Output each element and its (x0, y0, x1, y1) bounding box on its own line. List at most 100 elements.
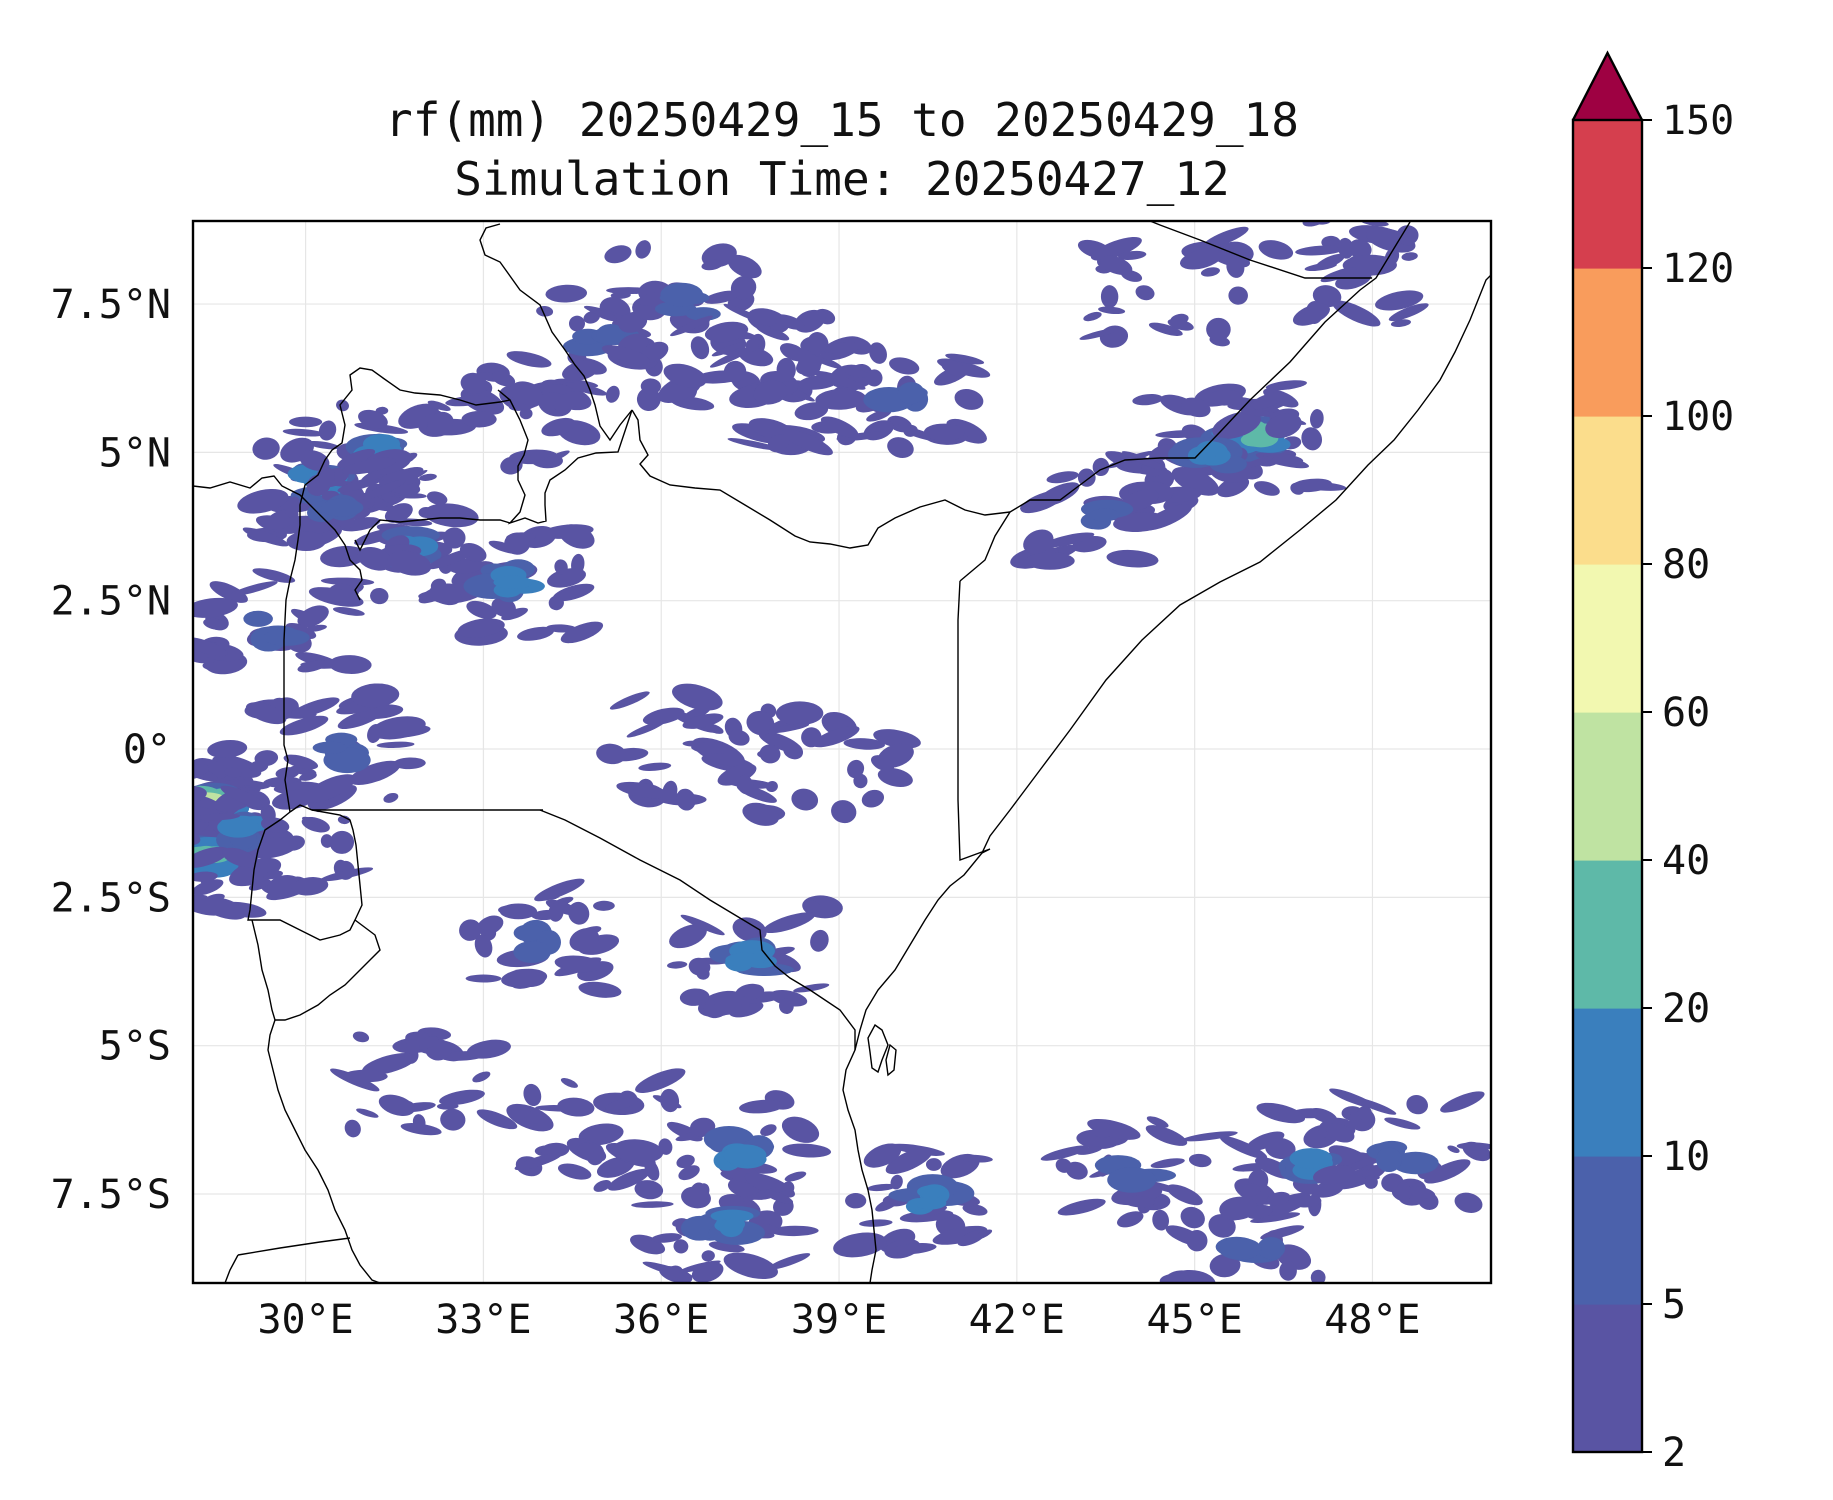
rain-blob (290, 697, 340, 718)
rain-blob (1357, 1105, 1372, 1121)
colorbar-swatch (1573, 860, 1642, 1009)
rain-blob (344, 1119, 361, 1138)
border-tanzania-drc-lake (251, 919, 381, 1283)
rain-blob (565, 382, 608, 396)
rain-blob (304, 774, 356, 803)
rain-blob (1390, 319, 1411, 328)
rain-blob (506, 351, 552, 368)
rain-blob (552, 583, 595, 602)
rain-blob (843, 738, 886, 750)
rain-blob (1172, 1269, 1216, 1283)
rain-blob (1209, 1253, 1241, 1278)
border-zambia-drc (224, 1254, 239, 1283)
rain-core (1257, 1237, 1286, 1260)
colorbar-swatch (1573, 1304, 1642, 1453)
colorbar-tick-label: 120 (1662, 246, 1734, 292)
rain-blob (1113, 512, 1168, 532)
rain-blob (1329, 1088, 1376, 1109)
rain-blob (593, 1179, 612, 1192)
rain-core (1089, 508, 1120, 522)
rain-blob (424, 503, 479, 528)
rain-blob (1360, 221, 1389, 227)
rain-blob (885, 1147, 933, 1175)
rain-blob (442, 527, 466, 549)
rain-blob (1290, 482, 1305, 495)
rain-blob (640, 378, 662, 395)
rain-blob (658, 1138, 673, 1155)
rain-blob (1424, 1159, 1471, 1184)
rain-blob (245, 702, 287, 725)
rain-blob (1325, 1123, 1355, 1143)
colorbar-tick-label: 100 (1662, 394, 1734, 440)
rain-blob (222, 847, 257, 868)
rain-blob (711, 341, 747, 357)
rain-blob (472, 1071, 491, 1083)
rain-blob (560, 621, 604, 644)
rain-blob (1301, 427, 1323, 451)
rain-blob (1200, 267, 1220, 277)
rain-blob (193, 788, 195, 807)
rain-blob (1167, 318, 1194, 331)
rain-blob (517, 626, 555, 641)
rain-blob (645, 391, 658, 401)
rain-blob (1025, 552, 1075, 570)
rain-blob (303, 624, 327, 633)
rain-blob (877, 767, 913, 788)
rain-blob (1076, 1146, 1103, 1155)
rain-blob (764, 1190, 794, 1204)
rain-blob (509, 381, 543, 405)
rain-blob (717, 763, 757, 786)
rain-blob (547, 568, 586, 588)
rain-blob (557, 1163, 592, 1180)
rain-blob (367, 724, 382, 743)
rain-blob (1148, 322, 1183, 336)
rain-blob (1146, 1116, 1169, 1128)
latitude-axis: 7.5°N 5°N 2.5°N 0° 2.5°S 5°S 7.5°S (51, 282, 171, 1218)
rain-blob (460, 372, 487, 395)
rain-blob (703, 290, 740, 304)
rain-blob (831, 800, 857, 824)
rain-blob (457, 618, 505, 638)
rain-core (681, 1215, 718, 1241)
rain-blob (753, 380, 788, 405)
rain-blob (688, 957, 711, 976)
rain-blob (1118, 250, 1147, 260)
rain-blob (612, 1139, 664, 1163)
rain-blob (1219, 1135, 1268, 1159)
rain-blob (601, 345, 651, 365)
colorbar-tick-label: 40 (1662, 838, 1710, 884)
border-tanzania-zambia (237, 1237, 351, 1256)
lon-tick-label: 36°E (613, 1297, 709, 1343)
rain-blob (393, 757, 426, 770)
rain-blob (237, 488, 289, 514)
rain-blob (779, 343, 807, 362)
rain-core (513, 924, 543, 942)
rain-blob (682, 713, 724, 729)
rain-blob (370, 587, 389, 605)
rain-blob (1250, 1212, 1301, 1223)
rain-blob (386, 468, 417, 485)
rain-blob (1152, 1209, 1170, 1231)
rain-blob (755, 324, 790, 341)
border-southsudan-ethiopia (479, 223, 633, 442)
lon-tick-label: 48°E (1324, 1297, 1420, 1343)
map-panel: 30°E 33°E 36°E 39°E 42°E 45°E 48°E 7.5°N 5°N 2.5… (51, 219, 1493, 1343)
rain-blob (593, 900, 615, 911)
rain-core (660, 282, 704, 307)
rain-blob (1132, 394, 1163, 406)
rain-blob (759, 744, 781, 764)
rain-blob (387, 550, 432, 576)
rain-blob (804, 900, 821, 913)
rain-blob (476, 1109, 518, 1130)
rain-blob (320, 545, 366, 568)
rain-blob (426, 491, 448, 505)
rain-blob (352, 1031, 370, 1043)
lat-tick-label: 7.5°N (51, 282, 171, 328)
rain-blob (604, 245, 632, 264)
rain-blob (945, 353, 985, 365)
rain-blob (867, 1183, 896, 1192)
border-tanzania-rwanda-east (275, 919, 381, 1021)
rain-blob (782, 1143, 832, 1158)
rain-blob (207, 740, 248, 758)
rain-blob (378, 1094, 415, 1116)
